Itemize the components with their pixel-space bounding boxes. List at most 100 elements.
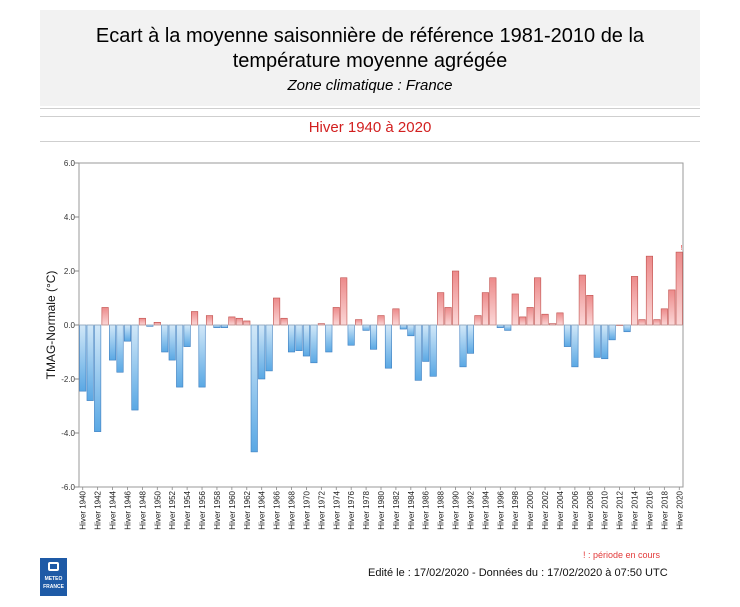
bar (608, 324, 616, 341)
y-tick-label: -4.0 (61, 429, 75, 438)
bar (496, 324, 504, 329)
bar (675, 251, 683, 326)
bar (623, 324, 631, 333)
x-tick-label: Hiver 2020 (675, 490, 684, 529)
x-tick-label: Hiver 1980 (377, 490, 386, 529)
bar (638, 319, 646, 326)
logo-mark-icon (48, 562, 59, 571)
x-tick-label: Hiver 1964 (258, 490, 267, 529)
bar (668, 289, 676, 326)
x-tick-label: Hiver 1950 (153, 490, 162, 529)
bar (481, 292, 489, 326)
bar (377, 315, 385, 326)
x-tick-label: Hiver 1956 (198, 490, 207, 529)
bar (347, 324, 355, 346)
bar (593, 324, 601, 358)
bar (168, 324, 176, 361)
bar (370, 324, 378, 350)
in-progress-footnote: ! : période en cours (583, 550, 661, 560)
bar (392, 308, 400, 326)
bar (109, 324, 117, 361)
x-tick-label: Hiver 2018 (660, 490, 669, 529)
x-tick-label: Hiver 1972 (317, 490, 326, 529)
bar (563, 324, 571, 347)
x-tick-label: Hiver 1974 (332, 490, 341, 529)
x-tick-label: Hiver 1990 (452, 490, 461, 529)
x-tick-label: Hiver 1942 (94, 490, 103, 529)
x-tick-label: Hiver 1978 (362, 490, 371, 529)
bar (138, 317, 146, 326)
bar (407, 324, 415, 337)
y-tick-label: -6.0 (61, 483, 75, 492)
bar (183, 324, 191, 347)
bar (466, 324, 475, 354)
x-tick-label: Hiver 1968 (288, 490, 297, 529)
bar (131, 324, 139, 411)
y-tick-label: -2.0 (61, 375, 75, 384)
in-progress-marker: ! (681, 245, 683, 252)
y-tick-label: 0.0 (64, 321, 76, 330)
bar (205, 315, 214, 326)
bar (295, 324, 303, 351)
x-tick-label: Hiver 1998 (511, 490, 520, 529)
x-tick-label: Hiver 1954 (183, 490, 192, 529)
x-tick-label: Hiver 1996 (496, 490, 505, 529)
chart-title: Hiver 1940 à 2020 (308, 119, 432, 136)
bar (489, 277, 497, 326)
bar (601, 324, 609, 360)
bar (422, 324, 430, 362)
bar (474, 315, 482, 326)
bar (153, 321, 161, 326)
bar (287, 324, 296, 353)
logo-text-2: FRANCE (43, 584, 64, 590)
bar (280, 317, 288, 326)
divider-bottom (40, 141, 700, 142)
x-tick-label: Hiver 2002 (541, 490, 550, 529)
y-tick-label: 4.0 (64, 213, 76, 222)
bar (534, 277, 542, 326)
header-panel: Ecart à la moyenne saisonnière de référe… (40, 10, 700, 106)
bar (116, 324, 124, 373)
bar (355, 319, 363, 326)
x-tick-label: Hiver 1984 (407, 490, 416, 529)
x-tick-label: Hiver 1992 (466, 490, 475, 529)
bar (556, 312, 564, 326)
bar (526, 307, 534, 326)
bar (437, 292, 445, 326)
x-tick-label: Hiver 1952 (168, 490, 177, 529)
x-tick-label: Hiver 2010 (601, 490, 610, 529)
bar (459, 324, 467, 368)
bar (444, 307, 452, 326)
logo-text-1: METEO (44, 576, 63, 582)
bar (340, 277, 348, 326)
page-title: Ecart à la moyenne saisonnière de référe… (95, 25, 645, 47)
bar (250, 324, 258, 453)
y-axis-label: TMAG-Normale (°C) (44, 271, 58, 380)
bar (519, 316, 527, 326)
bar (243, 320, 251, 326)
bar (86, 324, 94, 401)
bar (653, 319, 661, 326)
bar (586, 294, 594, 326)
bar (176, 324, 184, 388)
bar (228, 316, 236, 326)
bars: ! (79, 245, 683, 453)
divider-middle (40, 116, 700, 117)
climate-zone-label: Zone climatique : France (287, 77, 453, 94)
x-tick-label: Hiver 2014 (631, 490, 640, 529)
bar (258, 324, 266, 380)
bar (220, 324, 228, 329)
x-tick-label: Hiver 2016 (645, 490, 654, 529)
meteo-france-logo: METEO FRANCE (40, 558, 67, 596)
bar (265, 324, 273, 372)
bar (414, 324, 422, 381)
x-tick-label: Hiver 2012 (616, 490, 625, 529)
bar (504, 324, 512, 331)
x-tick-label: Hiver 1960 (228, 490, 237, 529)
x-tick-label: Hiver 1986 (422, 490, 431, 529)
bar (630, 276, 639, 326)
y-tick-label: 2.0 (64, 267, 76, 276)
x-tick-label: Hiver 2006 (571, 490, 580, 529)
bar (429, 324, 437, 377)
